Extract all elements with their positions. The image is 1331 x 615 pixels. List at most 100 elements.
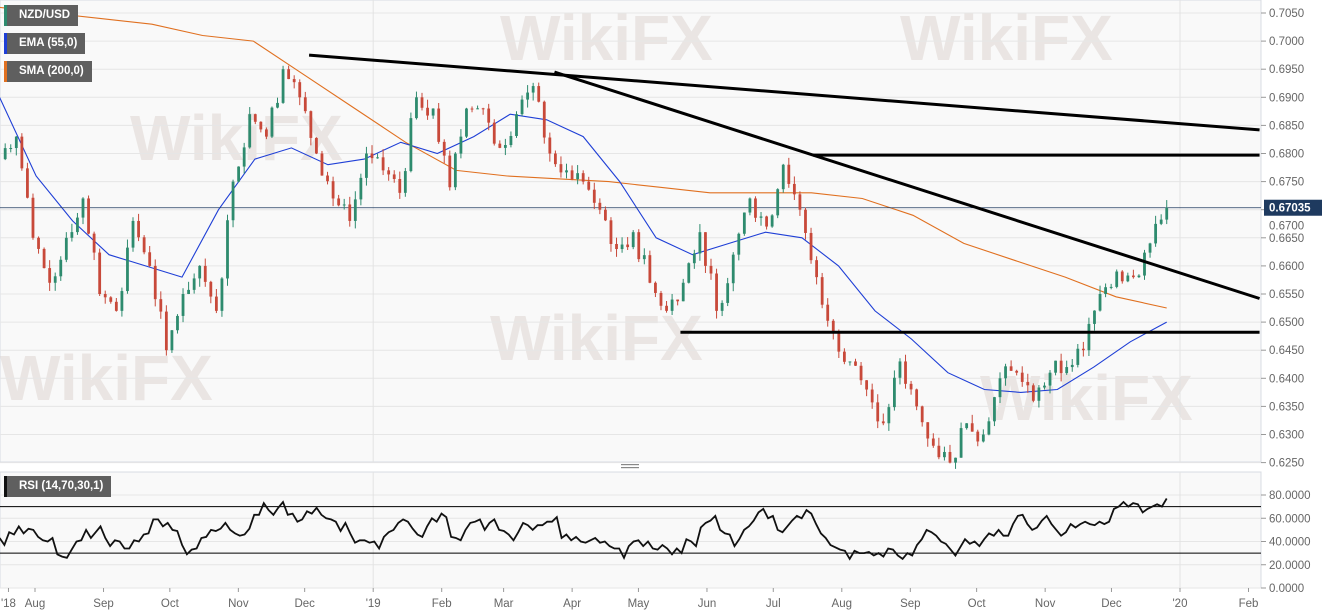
candle-up	[770, 215, 774, 227]
price-tick-label: 0.6950	[1269, 64, 1304, 76]
legend-rsi[interactable]: RSI (14,70,30,1)	[4, 476, 112, 497]
candle-down	[1015, 370, 1019, 373]
candle-down	[831, 320, 835, 334]
candle-up	[531, 86, 535, 93]
candle-up	[9, 148, 13, 150]
candle-down	[804, 209, 807, 233]
candle-up	[1154, 223, 1158, 244]
date-tick-label: Mar	[494, 598, 514, 610]
candle-down	[637, 232, 641, 260]
candle-down	[142, 237, 146, 253]
date-tick-label: Dec	[1101, 598, 1122, 610]
candle-down	[865, 380, 869, 390]
candle-up	[1076, 348, 1080, 365]
candle-up	[943, 451, 946, 458]
candle-down	[826, 304, 830, 321]
candle-down	[648, 255, 652, 283]
candle-up	[459, 136, 463, 154]
candle-down	[937, 445, 941, 458]
candle-down	[287, 69, 291, 80]
candle-up	[342, 204, 346, 206]
candle-down	[309, 111, 313, 138]
candle-up	[1093, 310, 1096, 324]
candle-up	[781, 164, 785, 190]
candle-down	[159, 299, 163, 312]
price-tick-label: 0.6800	[1269, 149, 1304, 161]
candle-down	[815, 260, 818, 278]
candle-up	[1109, 286, 1113, 288]
candle-down	[715, 273, 718, 311]
candle-down	[881, 421, 885, 424]
candle-up	[187, 289, 190, 294]
candle-down	[48, 268, 52, 283]
candle-down	[909, 383, 913, 390]
legend-ema[interactable]: EMA (55,0)	[4, 33, 86, 54]
candle-up	[726, 283, 730, 303]
date-tick-label: '18	[1, 598, 16, 610]
watermark-text: WikiFX	[490, 302, 703, 374]
candle-down	[1031, 385, 1035, 401]
date-tick-label: Feb	[432, 598, 452, 610]
candle-down	[542, 101, 546, 138]
candle-up	[276, 102, 279, 108]
price-tick-label: 0.6400	[1269, 373, 1304, 385]
rsi-tick-label: 20.0000	[1269, 560, 1311, 572]
candle-down	[820, 277, 824, 305]
candle-up	[353, 199, 357, 221]
price-tick-label: 0.7050	[1269, 8, 1304, 20]
candle-down	[1120, 271, 1124, 282]
candle-down	[948, 451, 952, 463]
candle-up	[1148, 243, 1152, 253]
candle-up	[776, 189, 780, 216]
candle-up	[576, 173, 580, 180]
candle-down	[904, 361, 907, 384]
last-price-badge	[1264, 199, 1322, 216]
candle-up	[3, 148, 7, 160]
candle-down	[1020, 372, 1024, 382]
candle-up	[737, 233, 741, 255]
candle-down	[709, 265, 713, 274]
candle-up	[503, 145, 507, 148]
candle-up	[1126, 275, 1130, 282]
panel-resize-handle	[621, 464, 639, 466]
candle-down	[153, 265, 157, 300]
candle-down	[920, 406, 924, 423]
candle-up	[720, 302, 724, 311]
candle-down	[581, 173, 585, 182]
candle-down	[598, 202, 602, 210]
candle-down	[654, 282, 657, 293]
candle-down	[320, 153, 324, 176]
candle-down	[42, 248, 46, 269]
candle-up	[620, 244, 624, 250]
candle-up	[70, 232, 74, 238]
candle-down	[659, 292, 663, 306]
candle-down	[970, 423, 974, 432]
candle-up	[998, 378, 1002, 398]
candle-up	[1104, 287, 1107, 294]
trendline	[553, 70, 1261, 300]
legend-sma[interactable]: SMA (200,0)	[4, 61, 92, 82]
legend-symbol[interactable]: NZD/USD	[4, 5, 79, 26]
price-tick-label: 0.6500	[1269, 317, 1304, 329]
price-tick-label: 0.6550	[1269, 289, 1304, 301]
candle-down	[1009, 366, 1013, 371]
candle-down	[854, 361, 857, 366]
rsi-tick-label: 60.0000	[1269, 513, 1311, 525]
candle-up	[681, 282, 685, 302]
candle-up	[53, 276, 57, 283]
candle-down	[20, 136, 24, 169]
candle-up	[520, 99, 524, 115]
last-price-label: 0.67035	[1269, 203, 1311, 215]
candle-down	[837, 333, 841, 352]
price-tick-label: 0.6250	[1269, 458, 1304, 470]
price-tick-label: 0.7000	[1269, 36, 1304, 48]
candle-down	[842, 351, 846, 362]
candle-down	[754, 198, 757, 218]
candle-down	[326, 175, 329, 182]
candle-down	[331, 181, 335, 199]
candle-down	[448, 155, 452, 188]
ema-55-line	[0, 97, 1167, 393]
candle-down	[676, 299, 680, 302]
candle-down	[337, 198, 341, 206]
